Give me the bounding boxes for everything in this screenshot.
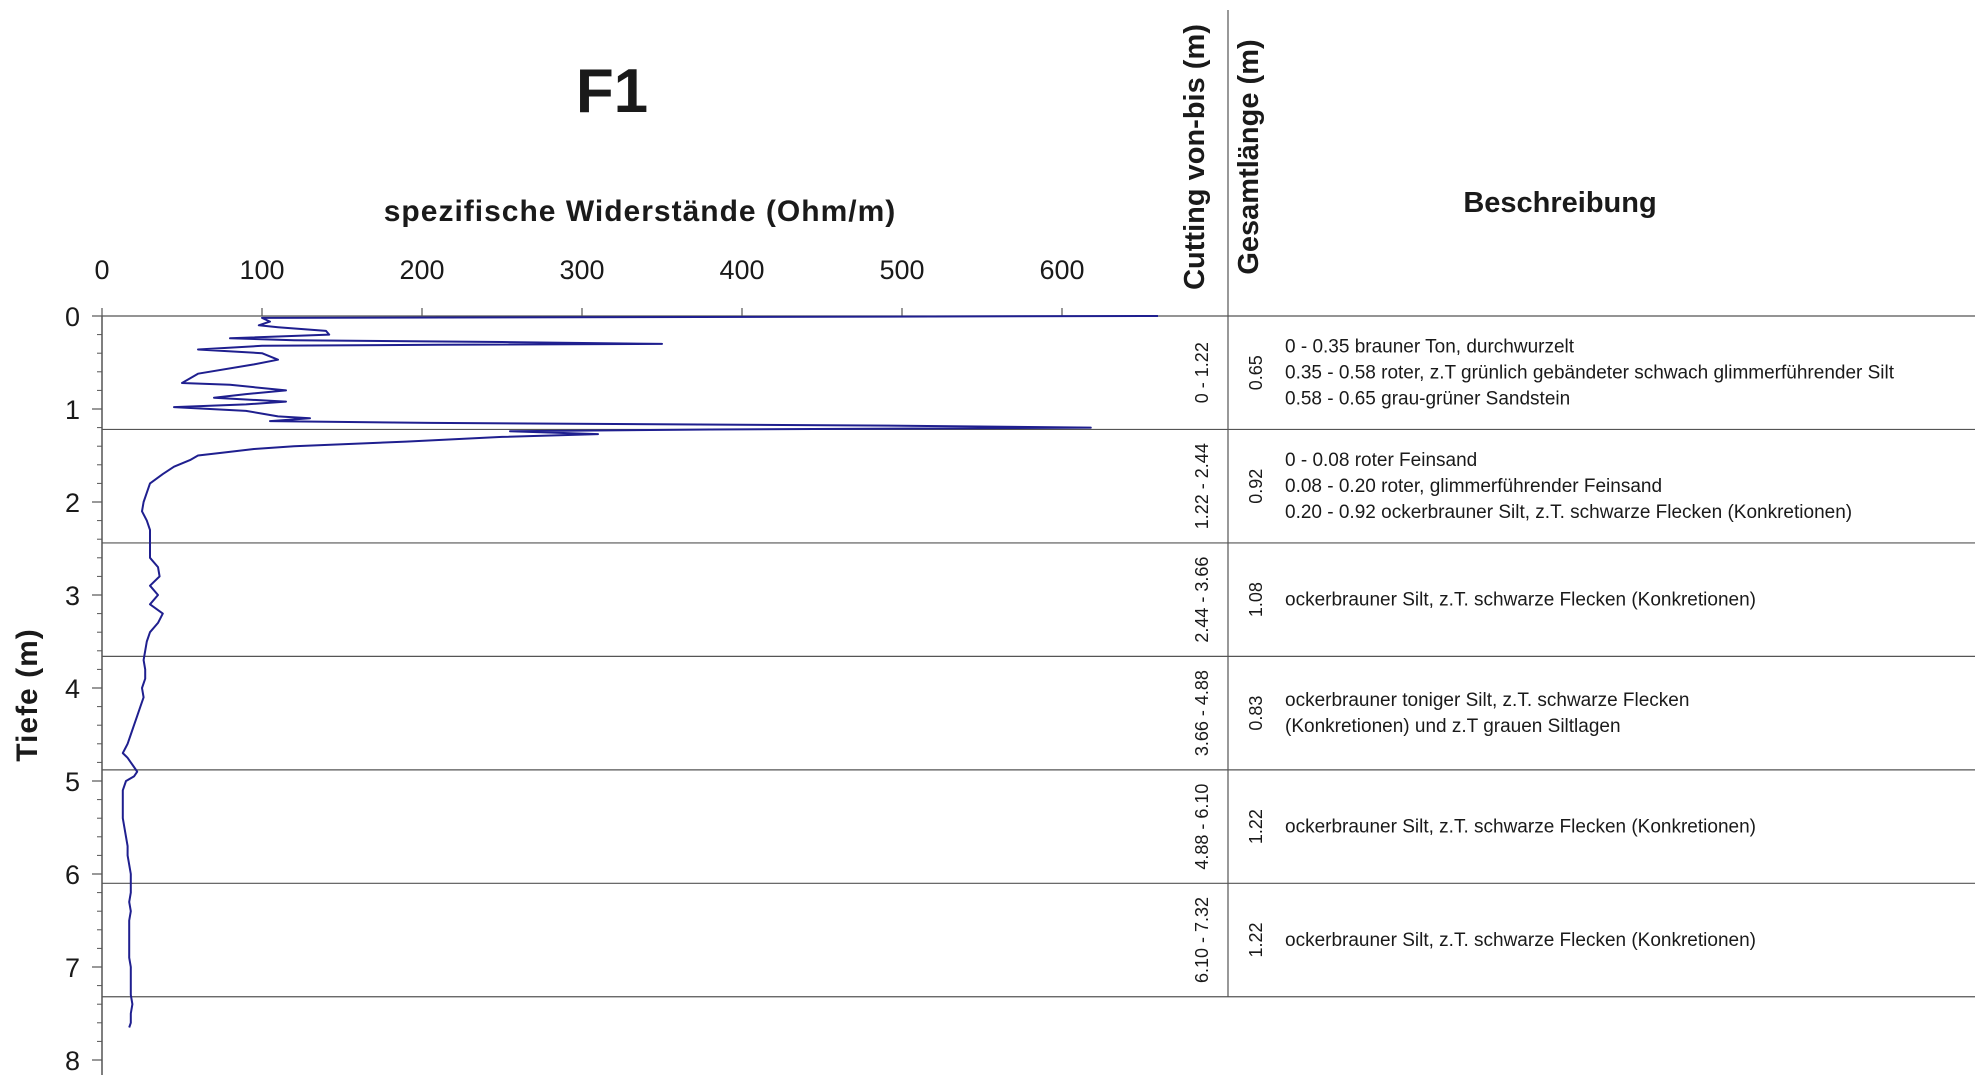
resistivity-curve <box>121 315 1159 1028</box>
table-text: 0 - 1.22 0.65 0 - 0.35 brauner Ton, durchw… <box>1192 337 1895 983</box>
total-length-label: 0.83 <box>1246 696 1266 731</box>
y-tick-label: 5 <box>65 767 80 797</box>
description-line: ockerbrauner Silt, z.T. schwarze Flecken… <box>1285 930 1756 951</box>
description-line: 0.08 - 0.20 roter, glimmerführender Fein… <box>1285 476 1662 497</box>
column-header-length: Gesamtlänge (m) <box>1233 39 1265 274</box>
chart-title: F1 <box>576 57 648 126</box>
description-line: 0.58 - 0.65 grau-grüner Sandstein <box>1285 389 1570 410</box>
x-tick-label: 400 <box>719 255 764 285</box>
description-line: 0.20 - 0.92 ockerbrauner Silt, z.T. schw… <box>1285 502 1852 523</box>
description-line: 0.35 - 0.58 roter, z.T grünlich gebändet… <box>1285 363 1895 384</box>
cutting-interval-label: 2.44 - 3.66 <box>1192 557 1212 643</box>
x-tick-label: 0 <box>94 255 109 285</box>
total-length-label: 0.92 <box>1246 469 1266 504</box>
cutting-interval-label: 6.10 - 7.32 <box>1192 897 1212 983</box>
x-tick-label: 200 <box>399 255 444 285</box>
description-line: 0 - 0.35 brauner Ton, durchwurzelt <box>1285 337 1575 358</box>
x-tick-label: 500 <box>879 255 924 285</box>
description-line: ockerbrauner toniger Silt, z.T. schwarze… <box>1285 690 1689 711</box>
total-length-label: 1.22 <box>1246 809 1266 844</box>
total-length-label: 1.08 <box>1246 582 1266 617</box>
y-tick-label: 0 <box>65 302 80 332</box>
series <box>121 315 1159 1028</box>
y-tick-label: 6 <box>65 860 80 890</box>
x-tick-label: 600 <box>1039 255 1084 285</box>
y-tick-label: 2 <box>65 488 80 518</box>
cutting-interval-label: 1.22 - 2.44 <box>1192 443 1212 529</box>
y-tick-label: 4 <box>65 674 80 704</box>
y-tick-label: 1 <box>65 395 80 425</box>
cutting-interval-label: 0 - 1.22 <box>1192 342 1212 403</box>
description-line: 0 - 0.08 roter Feinsand <box>1285 450 1477 471</box>
description-line: ockerbrauner Silt, z.T. schwarze Flecken… <box>1285 817 1756 838</box>
cutting-interval-label: 3.66 - 4.88 <box>1192 670 1212 756</box>
description-line: (Konkretionen) und z.T grauen Siltlagen <box>1285 716 1621 737</box>
y-axis-label: Tiefe (m) <box>11 628 44 761</box>
column-header-description: Beschreibung <box>1463 187 1656 219</box>
y-tick-label: 3 <box>65 581 80 611</box>
x-tick-label: 100 <box>239 255 284 285</box>
description-line: ockerbrauner Silt, z.T. schwarze Flecken… <box>1285 590 1756 611</box>
column-header-cutting: Cutting von-bis (m) <box>1179 24 1211 290</box>
y-tick-label: 8 <box>65 1046 80 1075</box>
total-length-label: 1.22 <box>1246 922 1266 957</box>
y-tick-label: 7 <box>65 953 80 983</box>
x-axis-label: spezifische Widerstände (Ohm/m) <box>384 195 897 228</box>
total-length-label: 0.65 <box>1246 355 1266 390</box>
cutting-interval-label: 4.88 - 6.10 <box>1192 784 1212 870</box>
axes: 0 100 200 300 400 500 600 0 1 2 3 4 5 6 7 8 <box>65 255 1085 1075</box>
x-tick-label: 300 <box>559 255 604 285</box>
